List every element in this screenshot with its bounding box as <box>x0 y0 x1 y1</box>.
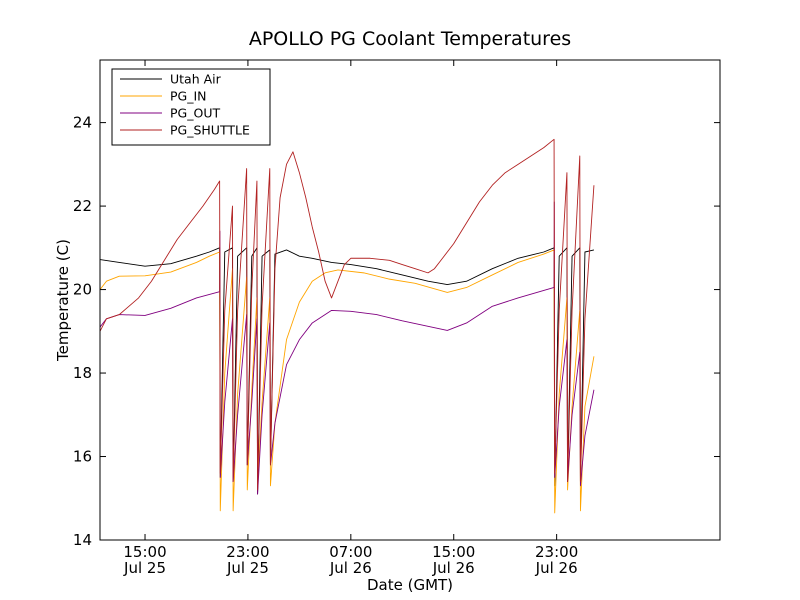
y-axis-label: Temperature (C) <box>54 239 72 362</box>
x-tick-label-date: Jul 26 <box>432 559 475 577</box>
legend-label: PG_IN <box>170 89 207 104</box>
legend-label: Utah Air <box>170 72 222 87</box>
x-tick-label-date: Jul 26 <box>329 559 372 577</box>
series-line-pg-shuttle <box>100 138 595 491</box>
x-tick-label-date: Jul 25 <box>123 559 166 577</box>
chart-title: APOLLO PG Coolant Temperatures <box>249 28 571 50</box>
x-tick-label-time: 15:00 <box>432 543 475 561</box>
legend-box <box>111 68 271 146</box>
x-tick-label-time: 15:00 <box>123 543 166 561</box>
y-tick-label: 24 <box>73 114 92 132</box>
x-tick-label-date: Jul 25 <box>226 559 269 577</box>
legend-label: PG_SHUTTLE <box>170 123 250 138</box>
y-tick-label: 22 <box>73 197 92 215</box>
y-tick-label: 16 <box>73 448 92 466</box>
x-axis-label: Date (GMT) <box>367 576 453 594</box>
x-tick-label-date: Jul 26 <box>535 559 578 577</box>
plot-frame <box>99 59 721 541</box>
legend: Utah Air PG_IN PG_OUT PG_SHUTTLE <box>111 68 271 146</box>
x-tick-label-time: 23:00 <box>226 543 269 561</box>
x-tick-label-time: 23:00 <box>535 543 578 561</box>
y-tick-label: 14 <box>73 531 92 549</box>
series-layer <box>100 138 595 514</box>
legend-label: PG_OUT <box>170 106 220 121</box>
x-tick-label-time: 07:00 <box>329 543 372 561</box>
legend-entries: Utah Air PG_IN PG_OUT PG_SHUTTLE <box>120 72 250 138</box>
y-tick-label: 18 <box>73 364 92 382</box>
y-tick-label: 20 <box>73 281 92 299</box>
